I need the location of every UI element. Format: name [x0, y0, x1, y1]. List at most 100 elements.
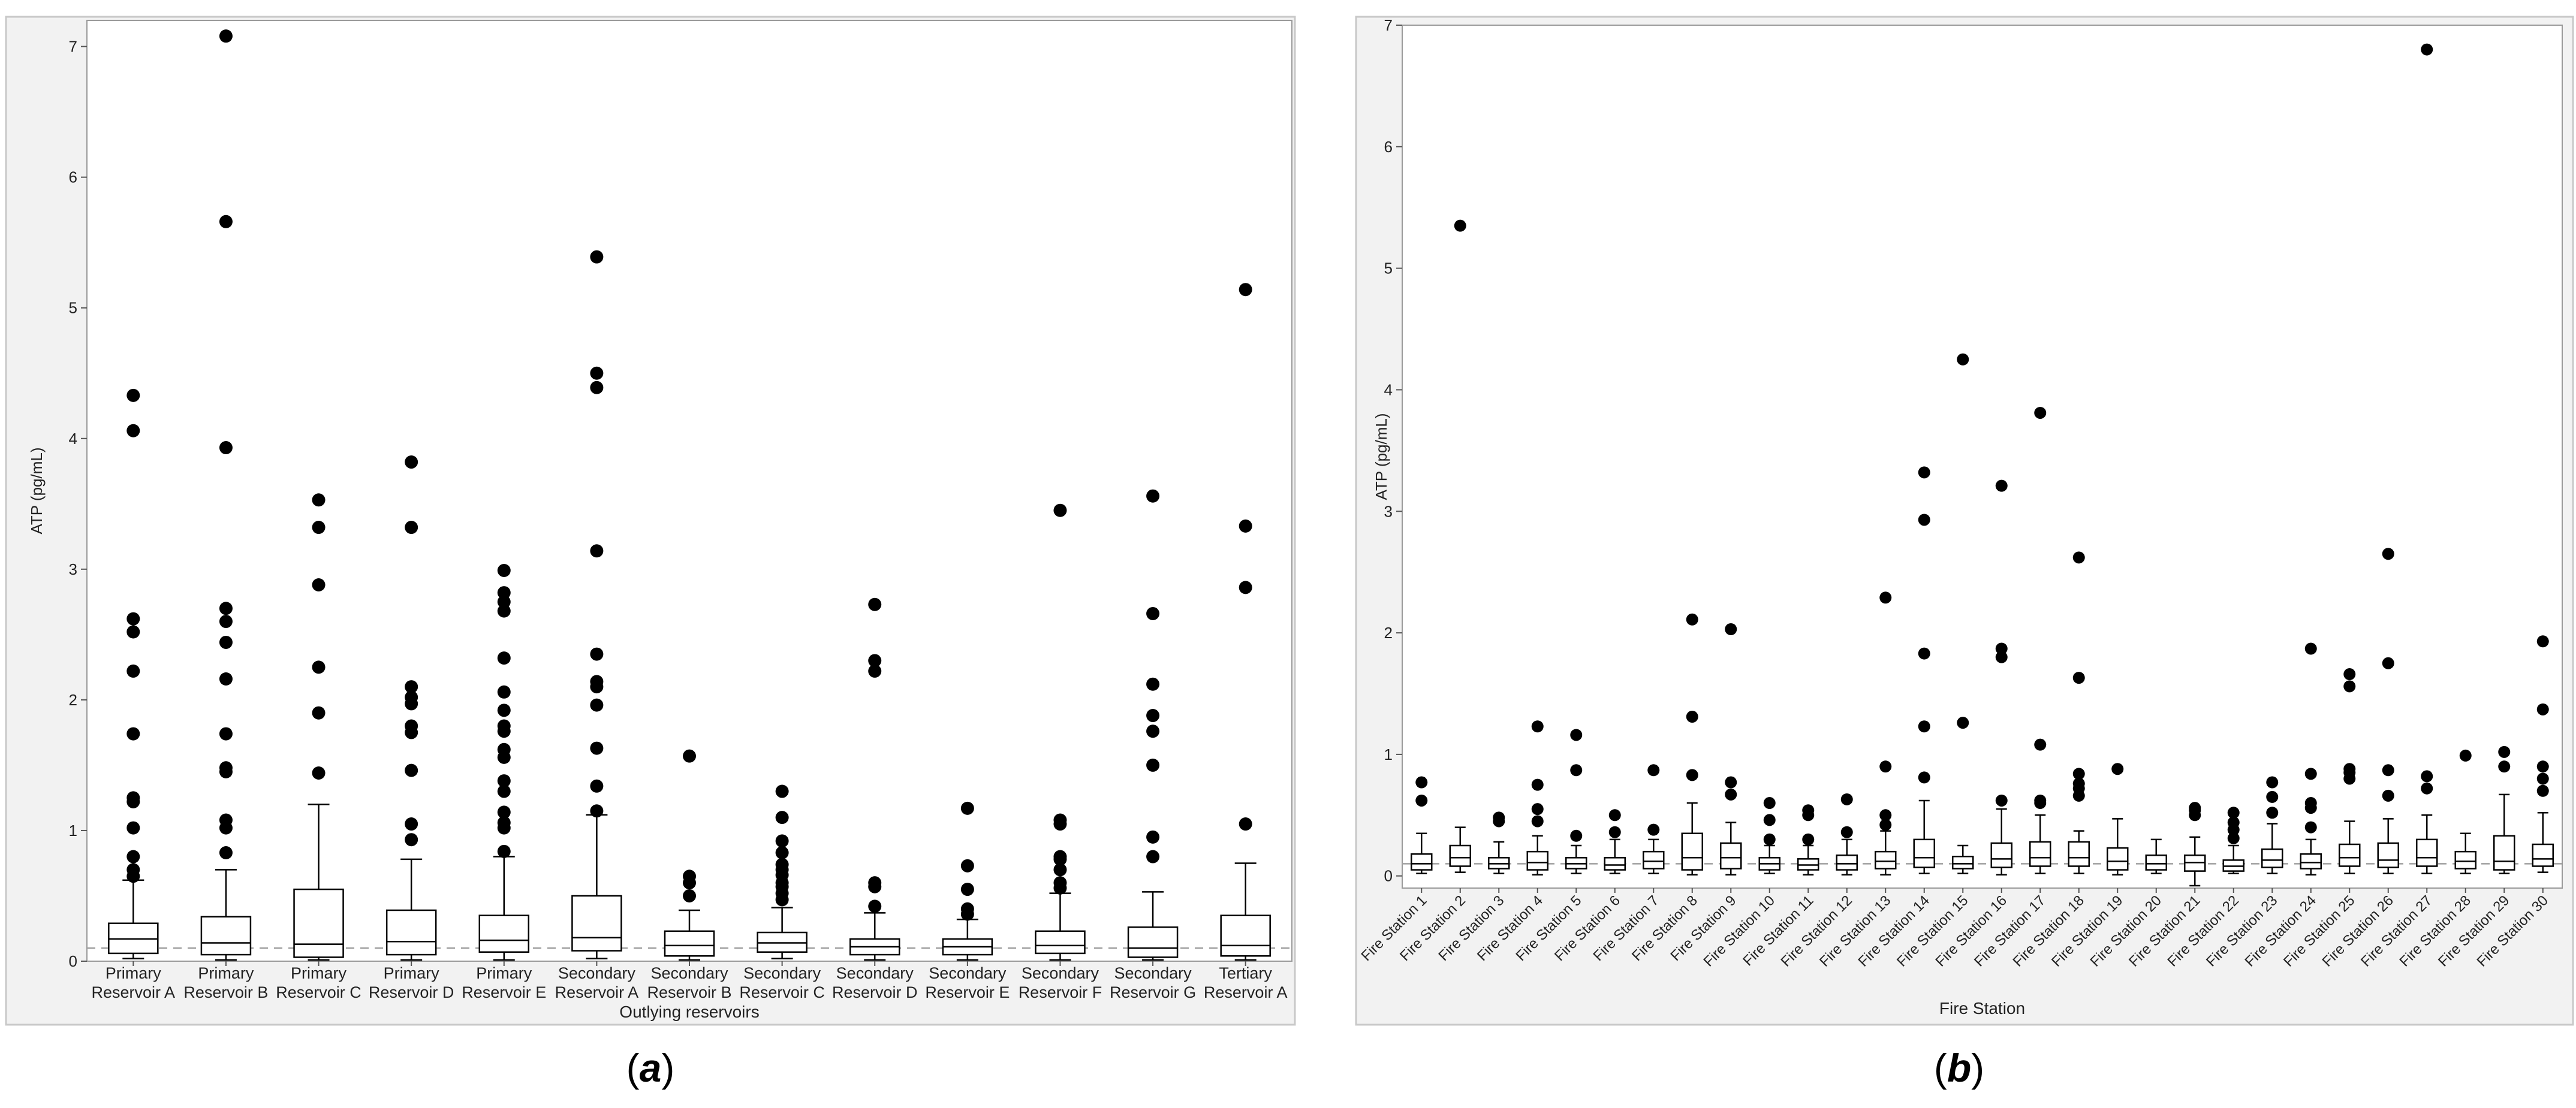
outlier-point [1053, 850, 1067, 864]
outlier-point [1686, 711, 1698, 723]
outlier-point [405, 817, 418, 831]
panel-b-box-6 [1604, 809, 1626, 874]
outlier-point [126, 388, 140, 402]
outlier-point [2536, 772, 2549, 785]
outlier-point [868, 664, 882, 678]
y-tick-label: 4 [1384, 381, 1393, 398]
iqr-box [1681, 832, 1703, 871]
outlier-point [775, 784, 789, 798]
outlier-point [2072, 551, 2085, 564]
panel-b-box-18 [2068, 551, 2090, 874]
x-category-label-line1: Secondary [743, 964, 821, 982]
outlier-point [1647, 764, 1660, 777]
outlier-point [1763, 797, 1776, 810]
outlier-point [1053, 813, 1067, 827]
outlier-point [1053, 863, 1067, 877]
outlier-point [590, 741, 604, 755]
outlier-point [590, 675, 604, 689]
iqr-box [1720, 842, 1742, 870]
outlier-point [219, 215, 233, 228]
outlier-point [775, 811, 789, 825]
outlier-point [868, 654, 882, 668]
outlier-point [497, 774, 511, 788]
outlier-point [126, 850, 140, 864]
x-category-label-line1: Secondary [650, 964, 728, 982]
outlier-point [405, 521, 418, 535]
x-category-label-line1: Secondary [929, 964, 1007, 982]
outlier-point [2382, 657, 2394, 669]
x-category-label-line2: Reservoir E [462, 983, 546, 1001]
outlier-point [126, 424, 140, 437]
outlier-point [590, 544, 604, 558]
x-category-label-line2: Reservoir D [369, 983, 454, 1001]
y-tick-label: 2 [1384, 624, 1393, 642]
x-category-label-line2: Reservoir D [832, 983, 918, 1001]
iqr-box [1913, 838, 1935, 868]
outlier-point [2343, 680, 2356, 693]
outlier-point [2227, 816, 2240, 829]
outlier-point [1647, 823, 1660, 836]
x-category-label-line1: Primary [106, 964, 161, 982]
panel-b-box-12 [1836, 793, 1858, 875]
iqr-box [2454, 850, 2476, 870]
outlier-point [1995, 651, 2008, 663]
panel-b-box-8 [1681, 613, 1703, 875]
outlier-point [312, 660, 326, 674]
outlier-point [126, 863, 140, 877]
outlier-point [497, 564, 511, 578]
iqr-box [293, 888, 344, 958]
panel-b-box-20 [2145, 838, 2167, 874]
outlier-point [1879, 819, 1892, 831]
x-category-label-line1: Primary [476, 964, 532, 982]
outlier-point [1531, 815, 1544, 828]
outlier-point [2421, 43, 2433, 56]
outlier-point [405, 833, 418, 847]
panel-a-box-12 [1127, 489, 1179, 961]
x-category-label-line2: Reservoir A [92, 983, 176, 1001]
outlier-point [2382, 764, 2394, 777]
outlier-point [1146, 724, 1160, 738]
outlier-point [1995, 479, 2008, 492]
iqr-box [2339, 843, 2361, 867]
outlier-point [960, 883, 974, 896]
outlier-point [1918, 647, 1930, 660]
outlier-point [1957, 353, 1969, 366]
outlier-point [2072, 672, 2085, 684]
x-category-label-line1: Secondary [1022, 964, 1099, 982]
panel-b-box-15 [1952, 353, 1974, 874]
outlier-point [683, 749, 696, 763]
outlier-point [683, 870, 696, 883]
outlier-point [1918, 771, 1930, 784]
panel-b-caption: (b) [1934, 1046, 1984, 1090]
panel-b-box-23 [2261, 776, 2283, 874]
outlier-point [868, 899, 882, 913]
outlier-point [868, 597, 882, 611]
x-category-label-line2: Reservoir A [1204, 983, 1288, 1001]
outlier-point [1239, 283, 1252, 297]
panel-a-box-13 [1220, 283, 1271, 961]
panel-b-box-7 [1643, 764, 1665, 874]
y-tick-label: 6 [69, 168, 77, 186]
panel-b-box-26 [2377, 548, 2399, 874]
outlier-point [1725, 788, 1737, 801]
panel-a-marks [87, 29, 1292, 961]
outlier-point [1918, 466, 1930, 479]
outlier-point [1531, 803, 1544, 816]
panel-a-box-9 [849, 597, 900, 961]
outlier-point [590, 804, 604, 818]
panel-a-box-7 [664, 749, 715, 961]
outlier-point [1415, 794, 1428, 807]
x-category-label-line1: Secondary [558, 964, 636, 982]
panel-b-box-16 [1990, 479, 2012, 875]
y-tick-label: 3 [69, 560, 77, 578]
panel-b-box-4 [1526, 720, 1548, 875]
outlier-point [1802, 833, 1815, 846]
outlier-point [2382, 548, 2394, 560]
outlier-point [2343, 668, 2356, 681]
outlier-point [960, 859, 974, 872]
outlier-point [126, 727, 140, 741]
outlier-point [1415, 776, 1428, 789]
outlier-point [219, 727, 233, 741]
outlier-point [1763, 814, 1776, 826]
